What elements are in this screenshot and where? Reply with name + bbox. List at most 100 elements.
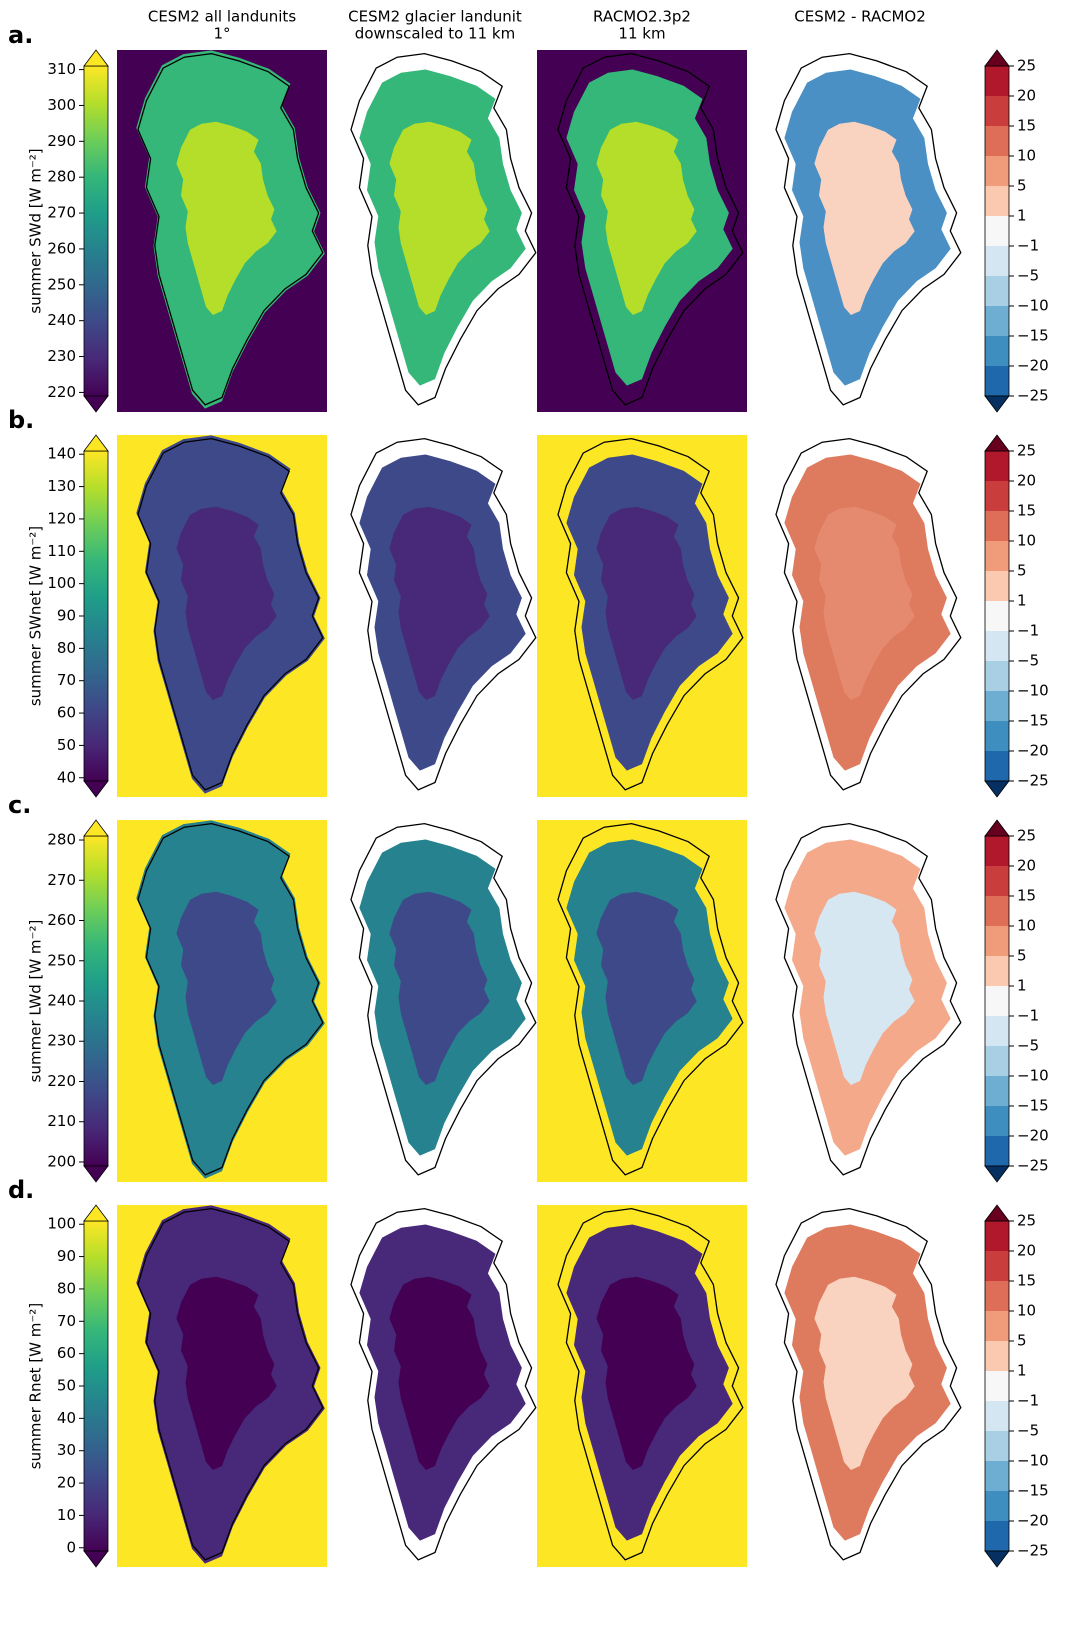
tick-label: 20 [1017,857,1036,875]
tick-label: −5 [1017,267,1039,285]
colorbar-extend [984,395,1010,413]
coastline [350,822,537,1176]
colorbar-band [985,1341,1009,1372]
tick-label: 80 [57,1279,76,1297]
tick-label: 270 [47,871,76,889]
tick-label: 0 [66,1538,76,1556]
coastline [557,52,744,406]
tick-label: −20 [1017,742,1049,760]
colorbar-band [985,1281,1009,1312]
tick-label: 110 [47,542,76,560]
ice-interior [814,506,915,700]
colorbar [83,1220,109,1552]
y-axis-label: summer SWnet [W m⁻²] [27,526,45,706]
colorbar-extend [984,49,1010,67]
tick-label: 40 [57,1409,76,1427]
coastline [775,822,962,1176]
colorbar-band [985,1371,1009,1402]
tick-label: 230 [47,347,76,365]
ice-interior [176,1276,277,1470]
colorbar-extend [984,819,1010,837]
tick-label: 5 [1017,947,1027,965]
coastline [137,52,324,406]
tick-label: 1 [1017,1362,1027,1380]
tick-label: 220 [47,383,76,401]
colorbar-extend [984,780,1010,798]
tick-label: 50 [57,1377,76,1395]
tick-label: −5 [1017,1422,1039,1440]
tick-label: −1 [1017,1007,1039,1025]
colorbar [83,65,109,397]
ice-interior [389,121,490,315]
colorbar [83,450,109,782]
tick-label: 20 [1017,87,1036,105]
colorbar-band [985,366,1009,397]
tick-label: 90 [57,1247,76,1265]
colorbar-extend [984,1204,1010,1222]
colorbar-band [985,721,1009,752]
colorbar-band [985,571,1009,602]
tick-label: 60 [57,704,76,722]
colorbar-band [985,1461,1009,1492]
tick-label: 240 [47,311,76,329]
colorbar-band [985,836,1009,867]
tick-label: 100 [47,1215,76,1233]
tick-label: 5 [1017,1332,1027,1350]
ice-interior [389,506,490,700]
tick-label: 5 [1017,177,1027,195]
column-title: 11 km [618,25,665,43]
colorbar-extend [83,434,109,452]
coastline [350,437,537,791]
ice-interior [814,1276,915,1470]
colorbar-band [985,186,1009,217]
tick-label: 260 [47,911,76,929]
tick-label: 140 [47,445,76,463]
tick-label: 10 [57,1506,76,1524]
ice-interior [176,506,277,700]
tick-label: −1 [1017,1392,1039,1410]
colorbar-band [985,1076,1009,1107]
column-title: CESM2 glacier landunit [348,8,522,26]
colorbar-band [985,216,1009,247]
coastline [557,1207,744,1561]
colorbar-extend [984,1165,1010,1183]
tick-label: 20 [57,1474,76,1492]
ice-interior [176,121,277,315]
colorbar-extend [984,1550,1010,1568]
colorbar-band [985,1311,1009,1342]
tick-label: 15 [1017,887,1036,905]
tick-label: 25 [1017,827,1036,845]
colorbar-extend [83,1550,109,1568]
y-axis-label: summer Rnet [W m⁻²] [27,1303,45,1469]
row-label: c. [8,791,31,819]
colorbar-band [985,336,1009,367]
tick-label: 1 [1017,592,1027,610]
colorbar-band [985,1251,1009,1282]
tick-label: −25 [1017,387,1049,405]
colorbar-band [985,306,1009,337]
coastline [775,437,962,791]
tick-label: 240 [47,992,76,1010]
coastline [775,1207,962,1561]
tick-label: 15 [1017,117,1036,135]
colorbar-band [985,1106,1009,1137]
tick-label: −5 [1017,1037,1039,1055]
colorbar-extend [83,1165,109,1183]
ice-interior [176,891,277,1085]
tick-label: −15 [1017,1482,1049,1500]
tick-label: −5 [1017,652,1039,670]
tick-label: 90 [57,607,76,625]
row-label: d. [8,1176,34,1204]
ice-interior [596,891,697,1085]
colorbar-band [985,956,1009,987]
tick-label: 200 [47,1152,76,1170]
colorbar-band [985,246,1009,277]
tick-label: 60 [57,1344,76,1362]
colorbar-extend [83,1204,109,1222]
ice-interior [596,506,697,700]
column-title: CESM2 all landunits [148,8,296,26]
tick-label: −1 [1017,237,1039,255]
ice-interior [814,891,915,1085]
colorbar-band [985,156,1009,187]
